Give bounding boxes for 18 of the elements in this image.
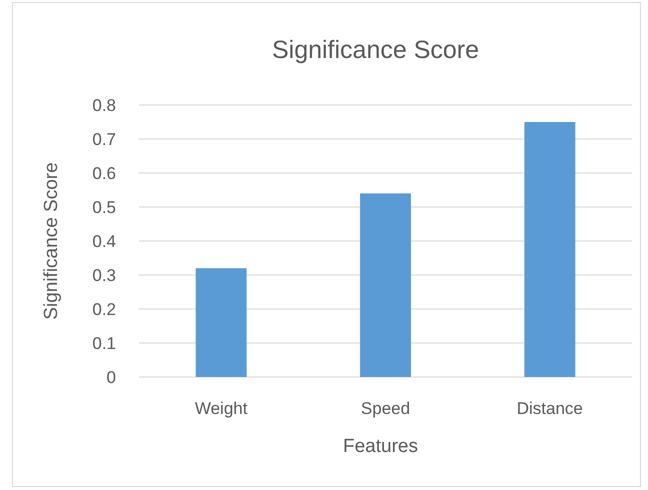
y-tick-label: 0.2 <box>92 300 116 319</box>
y-tick-label: 0.5 <box>92 198 116 217</box>
y-tick-label: 0.6 <box>92 164 116 183</box>
y-tick-label: 0.4 <box>92 232 116 251</box>
bar <box>196 268 247 377</box>
y-tick-label: 0 <box>106 368 116 387</box>
y-tick-label: 0.8 <box>92 96 116 115</box>
y-axis-title: Significance Score <box>41 162 62 320</box>
y-tick-label: 0.7 <box>92 130 116 149</box>
y-tick-label: 0.1 <box>92 334 116 353</box>
x-tick-label: Speed <box>360 399 410 418</box>
x-tick-label: Distance <box>516 399 583 418</box>
chart-title: Significance Score <box>272 36 480 64</box>
bar <box>524 122 576 377</box>
x-axis-title: Features <box>343 436 418 457</box>
bar <box>360 193 411 377</box>
y-tick-label: 0.3 <box>92 266 116 285</box>
x-tick-label: Weight <box>194 399 248 418</box>
